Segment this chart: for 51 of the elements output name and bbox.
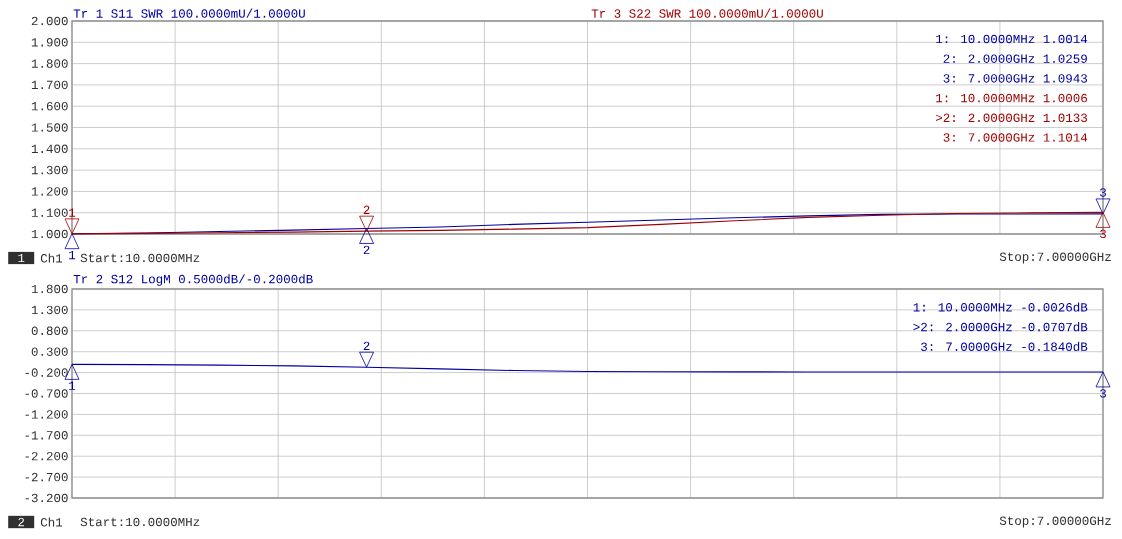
y-tick-label: 1.300	[31, 305, 68, 315]
y-tick-label: 1.100	[31, 208, 68, 217]
y-tick-label: 1.200	[31, 187, 68, 196]
text: Ch1	[40, 517, 63, 527]
y-tick-label: 1.900	[31, 38, 68, 47]
annotation: 1: 10.0000MHz 1.0006	[936, 93, 1087, 103]
text: Stop:7.00000GHz	[999, 252, 1111, 264]
y-tick-label: -1.700	[25, 431, 68, 440]
text: 2	[18, 517, 25, 527]
annotation: 3: 7.0000GHz 1.1014	[943, 133, 1088, 142]
annotation: 1: 10.0000MHz -0.0026dB	[913, 302, 1088, 312]
annotation: >2: 2.0000GHz 1.0133	[935, 113, 1087, 123]
annotation: 1	[69, 208, 76, 217]
y-tick-label: 2.000	[31, 16, 68, 26]
y-tick-label: 1.800	[31, 284, 68, 294]
annotation: 1	[69, 250, 76, 260]
y-tick-label: 1.800	[31, 59, 68, 68]
annotation: 2	[363, 205, 370, 214]
text: Tr 1 S11 SWR 100.0000mU/1.0000U	[73, 8, 305, 18]
y-tick-label: -2.700	[25, 472, 68, 482]
text: Start:10.0000MHz	[80, 517, 200, 527]
y-tick-label: 0.300	[31, 347, 68, 356]
text: Tr 2 S12 LogM 0.5000dB/-0.2000dB	[73, 274, 313, 286]
y-tick-label: 0.800	[31, 326, 68, 336]
annotation: 2	[363, 245, 370, 255]
text: Tr 3 S22 SWR 100.0000mU/1.0000U	[591, 8, 823, 18]
annotation: >2: 2.0000GHz -0.0707dB	[913, 322, 1088, 332]
annotation: 3	[1100, 229, 1106, 239]
text: Stop:7.00000GHz	[999, 516, 1111, 528]
y-tick-label: 1.000	[31, 229, 68, 239]
y-tick-label: 1.700	[31, 80, 68, 90]
annotation: 3	[1100, 389, 1106, 398]
y-tick-label: 1.500	[31, 123, 68, 132]
y-tick-label: 1.400	[31, 144, 68, 154]
annotation: 2	[363, 341, 370, 350]
y-tick-label: 1.600	[31, 101, 68, 111]
annotation: 3: 7.0000GHz 1.0943	[943, 74, 1087, 83]
y-tick-label: -2.200	[25, 451, 68, 461]
annotation: 1: 10.0000MHz 1.0014	[936, 34, 1088, 44]
annotation: 3: 7.0000GHz -0.1840dB	[921, 341, 1088, 352]
text: Ch1	[40, 253, 63, 263]
annotation: 1	[69, 381, 76, 390]
y-tick-label: -0.700	[25, 389, 68, 398]
text: 1	[18, 253, 25, 263]
text: Start:10.0000MHz	[80, 253, 200, 263]
y-tick-label: 1.300	[31, 165, 68, 175]
annotation: 2: 2.0000GHz 1.0259	[943, 54, 1087, 63]
y-tick-label: -1.200	[25, 410, 68, 419]
y-tick-label: -3.200	[25, 493, 68, 503]
annotation: 3	[1100, 188, 1106, 197]
y-tick-label: -0.200	[25, 368, 68, 377]
